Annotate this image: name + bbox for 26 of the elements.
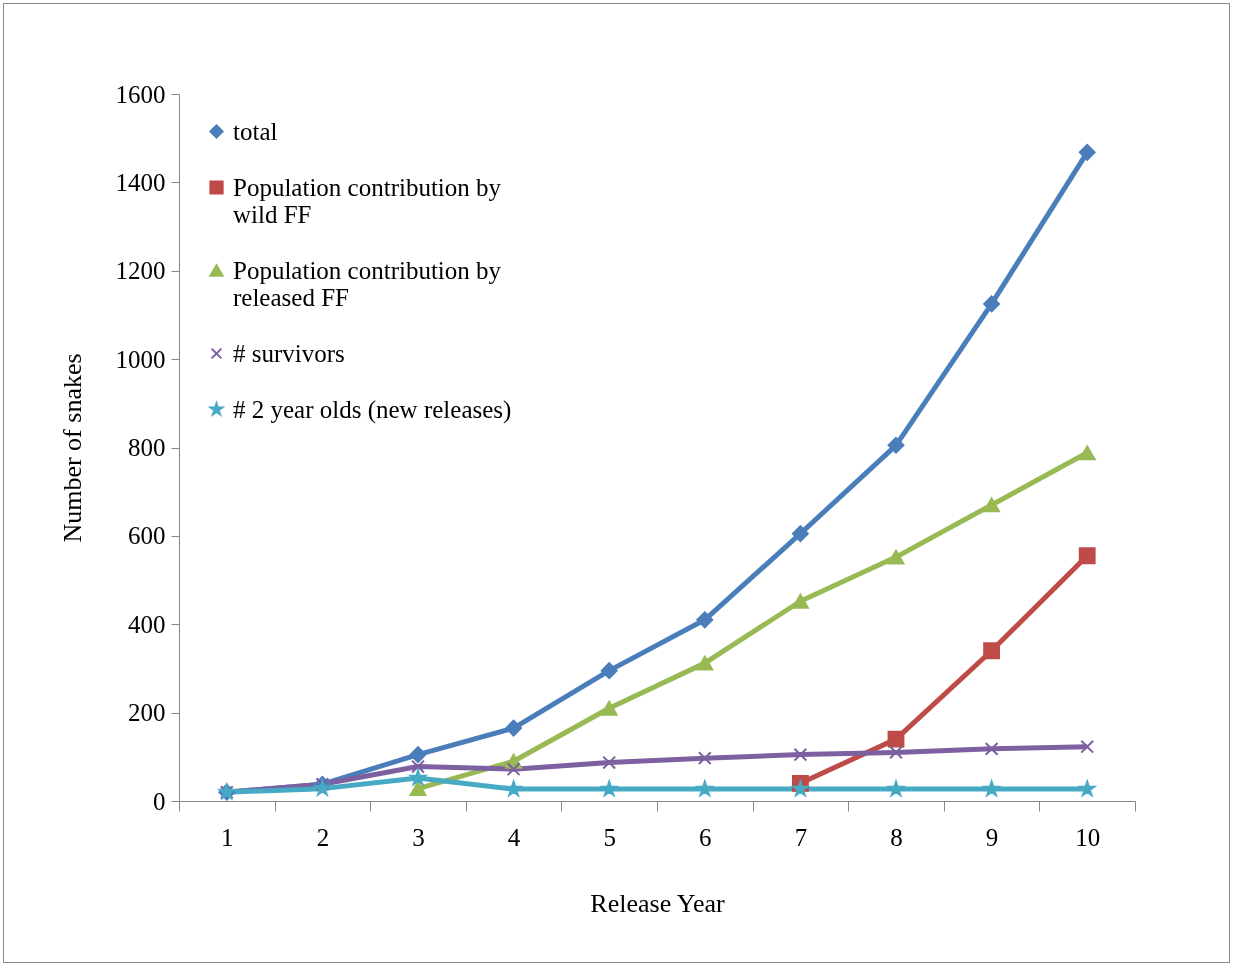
x-tick-label: 8 <box>890 823 903 851</box>
y-tick-label: 600 <box>128 522 166 550</box>
x-tick-label: 4 <box>507 823 521 851</box>
x-tick-label: 2 <box>316 823 330 851</box>
y-tick-label: 400 <box>128 610 166 638</box>
legend-label: # survivors <box>233 339 345 367</box>
x-axis-title: Release Year <box>590 888 725 918</box>
legend-label: Population contribution by wild FF <box>233 173 502 228</box>
x-tick-label: 3 <box>412 823 425 851</box>
y-tick-label: 0 <box>153 787 166 815</box>
y-tick-label: 800 <box>128 434 166 461</box>
x-tick-label: 1 <box>221 823 234 851</box>
y-tick-label: 1600 <box>115 80 166 108</box>
x-tick-label: 9 <box>985 823 999 851</box>
legend-label: Population contribution by released FF <box>233 256 502 311</box>
legend-label: # 2 year olds (new releases) <box>233 395 512 424</box>
x-tick-label: 5 <box>603 823 616 851</box>
y-tick-label: 1200 <box>115 257 166 285</box>
y-tick-label: 200 <box>128 699 166 727</box>
x-tick-label: 7 <box>794 823 808 851</box>
y-axis-title: Number of snakes <box>57 353 87 543</box>
x-tick-label: 6 <box>699 823 712 851</box>
y-tick-label: 1000 <box>115 345 166 373</box>
legend-label: total <box>233 117 278 145</box>
y-tick-label: 1400 <box>115 168 166 196</box>
x-tick-label: 10 <box>1075 823 1101 851</box>
